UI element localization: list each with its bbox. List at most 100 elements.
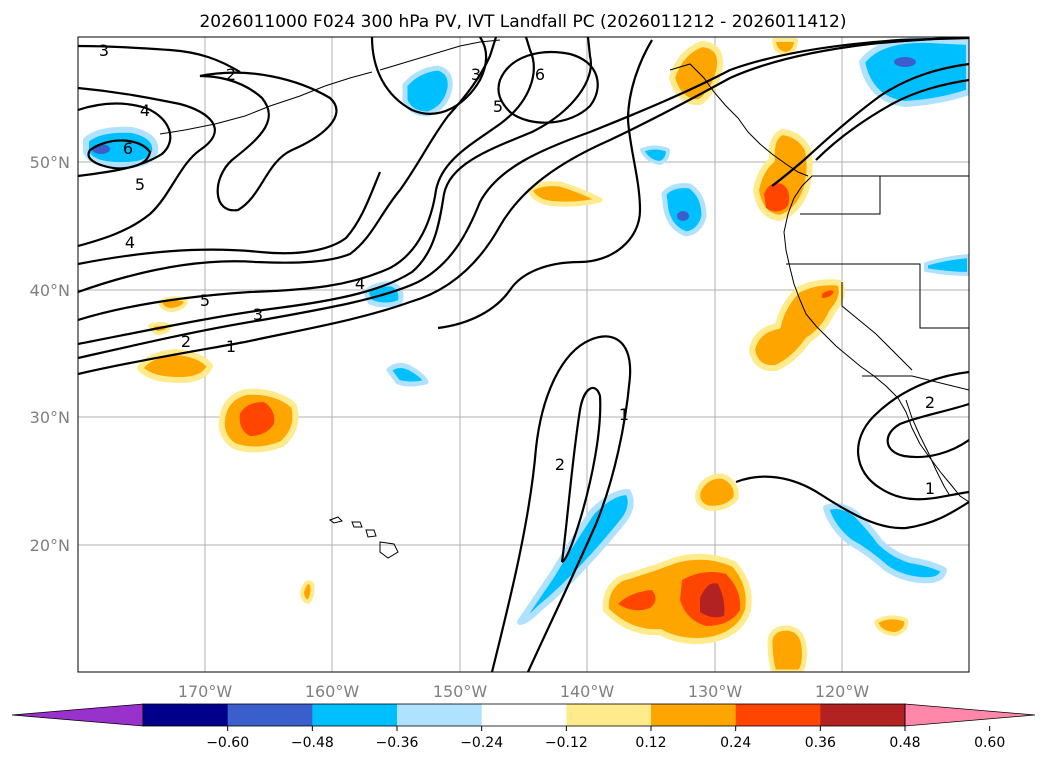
contour-label: 2 bbox=[181, 332, 191, 351]
contour-label: 1 bbox=[925, 479, 935, 498]
pv-contour-3c bbox=[370, 37, 488, 115]
colorbar-segment bbox=[735, 704, 821, 726]
lon-label-170w: 170°W bbox=[178, 682, 233, 701]
neg-region-gulf-alaska-mid bbox=[661, 183, 707, 237]
pos-core-15n-west bbox=[618, 590, 656, 611]
pos-peak-15n bbox=[700, 583, 725, 618]
aleutian-chain bbox=[159, 71, 373, 135]
hawaii-island-1 bbox=[328, 516, 343, 524]
colorbar-segment bbox=[651, 704, 737, 726]
pv-contour-2b bbox=[560, 386, 602, 563]
contour-labels: 3 2 4 6 5 4 3 6 5 4 5 3 2 1 2 1 2 1 bbox=[99, 41, 935, 498]
contour-label: 6 bbox=[535, 65, 545, 84]
colorbar-tick-label: −0.60 bbox=[206, 735, 249, 751]
hawaii-island-3 bbox=[365, 529, 377, 538]
neg-region-small-ne bbox=[640, 145, 670, 165]
colorbar-tick-label: −0.36 bbox=[376, 735, 419, 751]
colorbar-ticks: −0.60 −0.48 −0.36 −0.24 −0.12 0.12 0.24 0.36 0.4… bbox=[206, 726, 1005, 751]
contour-label: 3 bbox=[471, 65, 481, 84]
pv-contour-6a bbox=[497, 50, 599, 124]
lat-label-20n: 20°N bbox=[30, 536, 70, 555]
lat-label-30n: 30°N bbox=[30, 408, 70, 427]
contour-label: 2 bbox=[226, 65, 236, 84]
map-panel: 3 2 4 6 5 4 3 6 5 4 5 3 2 1 2 1 2 1 bbox=[77, 36, 970, 673]
colorbar-frame bbox=[142, 703, 906, 727]
colorbar-tick-label: −0.24 bbox=[460, 735, 503, 751]
neg-region-central-33n bbox=[386, 362, 429, 387]
colorbar-segment bbox=[397, 704, 483, 726]
contour-label: 6 bbox=[123, 139, 133, 158]
latitude-labels: 50°N 40°N 30°N 20°N bbox=[30, 153, 70, 555]
neg-core-gulf-alaska-ne bbox=[894, 57, 916, 67]
neg-core-aleutian-west bbox=[92, 144, 110, 154]
pos-core-west-30n bbox=[239, 402, 275, 436]
border-us-mexico bbox=[862, 375, 969, 391]
pv-contour-gulf-ridge bbox=[437, 39, 653, 330]
map-background bbox=[78, 37, 969, 672]
pv-contour-5c bbox=[815, 78, 969, 161]
coastlines bbox=[159, 39, 969, 559]
pv-contour-2d bbox=[199, 71, 338, 212]
pv-contour-6b bbox=[87, 139, 152, 170]
map-frame bbox=[77, 36, 970, 673]
pos-region-23n bbox=[695, 473, 739, 511]
colorbar-segment bbox=[566, 704, 652, 726]
contour-label: 4 bbox=[140, 101, 150, 120]
contour-label: 1 bbox=[619, 405, 629, 424]
colorbar: −0.60 −0.48 −0.36 −0.24 −0.12 0.12 0.24 0.36 0.4… bbox=[11, 703, 1036, 751]
border-nv-ca bbox=[841, 282, 913, 371]
baja-california bbox=[905, 399, 951, 497]
hawaii-island-4 bbox=[379, 541, 399, 559]
pv-contour-1b bbox=[490, 335, 632, 672]
ivt-fill-regions bbox=[83, 37, 969, 672]
pv-contour-4b bbox=[78, 86, 216, 248]
neg-region-aleutian-west bbox=[83, 126, 159, 169]
colorbar-segment bbox=[820, 704, 906, 726]
pos-core-california bbox=[822, 290, 834, 298]
colorbar-extend-max bbox=[904, 703, 1036, 727]
contour-label: 4 bbox=[355, 274, 365, 293]
colorbar-tick-label: −0.48 bbox=[291, 735, 334, 751]
pv-contour-3b bbox=[78, 44, 241, 73]
pos-region-west-33n bbox=[137, 349, 213, 383]
contour-label: 1 bbox=[226, 337, 236, 356]
pos-core-bc-coast bbox=[764, 183, 790, 212]
longitude-labels: 170°W 160°W 150°W 140°W 130°W 120°W bbox=[178, 682, 870, 701]
hawaii-island-2 bbox=[351, 521, 363, 528]
lon-label-130w: 130°W bbox=[688, 682, 743, 701]
colorbar-tick-label: 0.36 bbox=[805, 735, 836, 751]
neg-core-gulf-alaska-mid bbox=[677, 211, 689, 221]
pos-region-small-17n bbox=[300, 580, 315, 604]
coast-alaska-panhandle bbox=[669, 63, 809, 177]
coast-alaska-peninsula bbox=[379, 39, 501, 71]
neg-region-subtropical-band bbox=[517, 489, 634, 625]
pv-contour-2a bbox=[78, 37, 969, 360]
colorbar-tick-label: 0.12 bbox=[635, 735, 666, 751]
pv-contour-4c bbox=[771, 62, 969, 187]
contour-label: 4 bbox=[125, 233, 135, 252]
pv-contours bbox=[78, 37, 969, 672]
contour-label: 2 bbox=[555, 455, 565, 474]
contour-label: 5 bbox=[493, 97, 503, 116]
border-or-ca bbox=[786, 263, 969, 329]
colorbar-tick-label: 0.24 bbox=[720, 735, 751, 751]
contour-label: 3 bbox=[253, 305, 263, 324]
pos-region-gulf-mid bbox=[527, 181, 603, 207]
pv-contour-3a bbox=[78, 37, 593, 346]
pv-contour-1a bbox=[78, 37, 969, 376]
colorbar-segments bbox=[11, 703, 1036, 727]
colorbar-segment bbox=[143, 704, 229, 726]
contour-label: 5 bbox=[200, 291, 210, 310]
colorbar-extend-min bbox=[11, 703, 144, 727]
pv-contour-2c bbox=[886, 402, 969, 459]
contour-label: 3 bbox=[99, 41, 109, 60]
neg-region-mexico-coast bbox=[823, 503, 947, 584]
pv-contour-4a bbox=[78, 37, 498, 294]
lon-label-140w: 140°W bbox=[560, 682, 615, 701]
pos-region-top-small bbox=[772, 38, 798, 56]
pv-contour-mid bbox=[78, 171, 382, 266]
contour-label: 2 bbox=[925, 393, 935, 412]
lat-label-50n: 50°N bbox=[30, 153, 70, 172]
lat-label-40n: 40°N bbox=[30, 281, 70, 300]
neg-region-gulf-alaska-ne bbox=[859, 37, 969, 107]
